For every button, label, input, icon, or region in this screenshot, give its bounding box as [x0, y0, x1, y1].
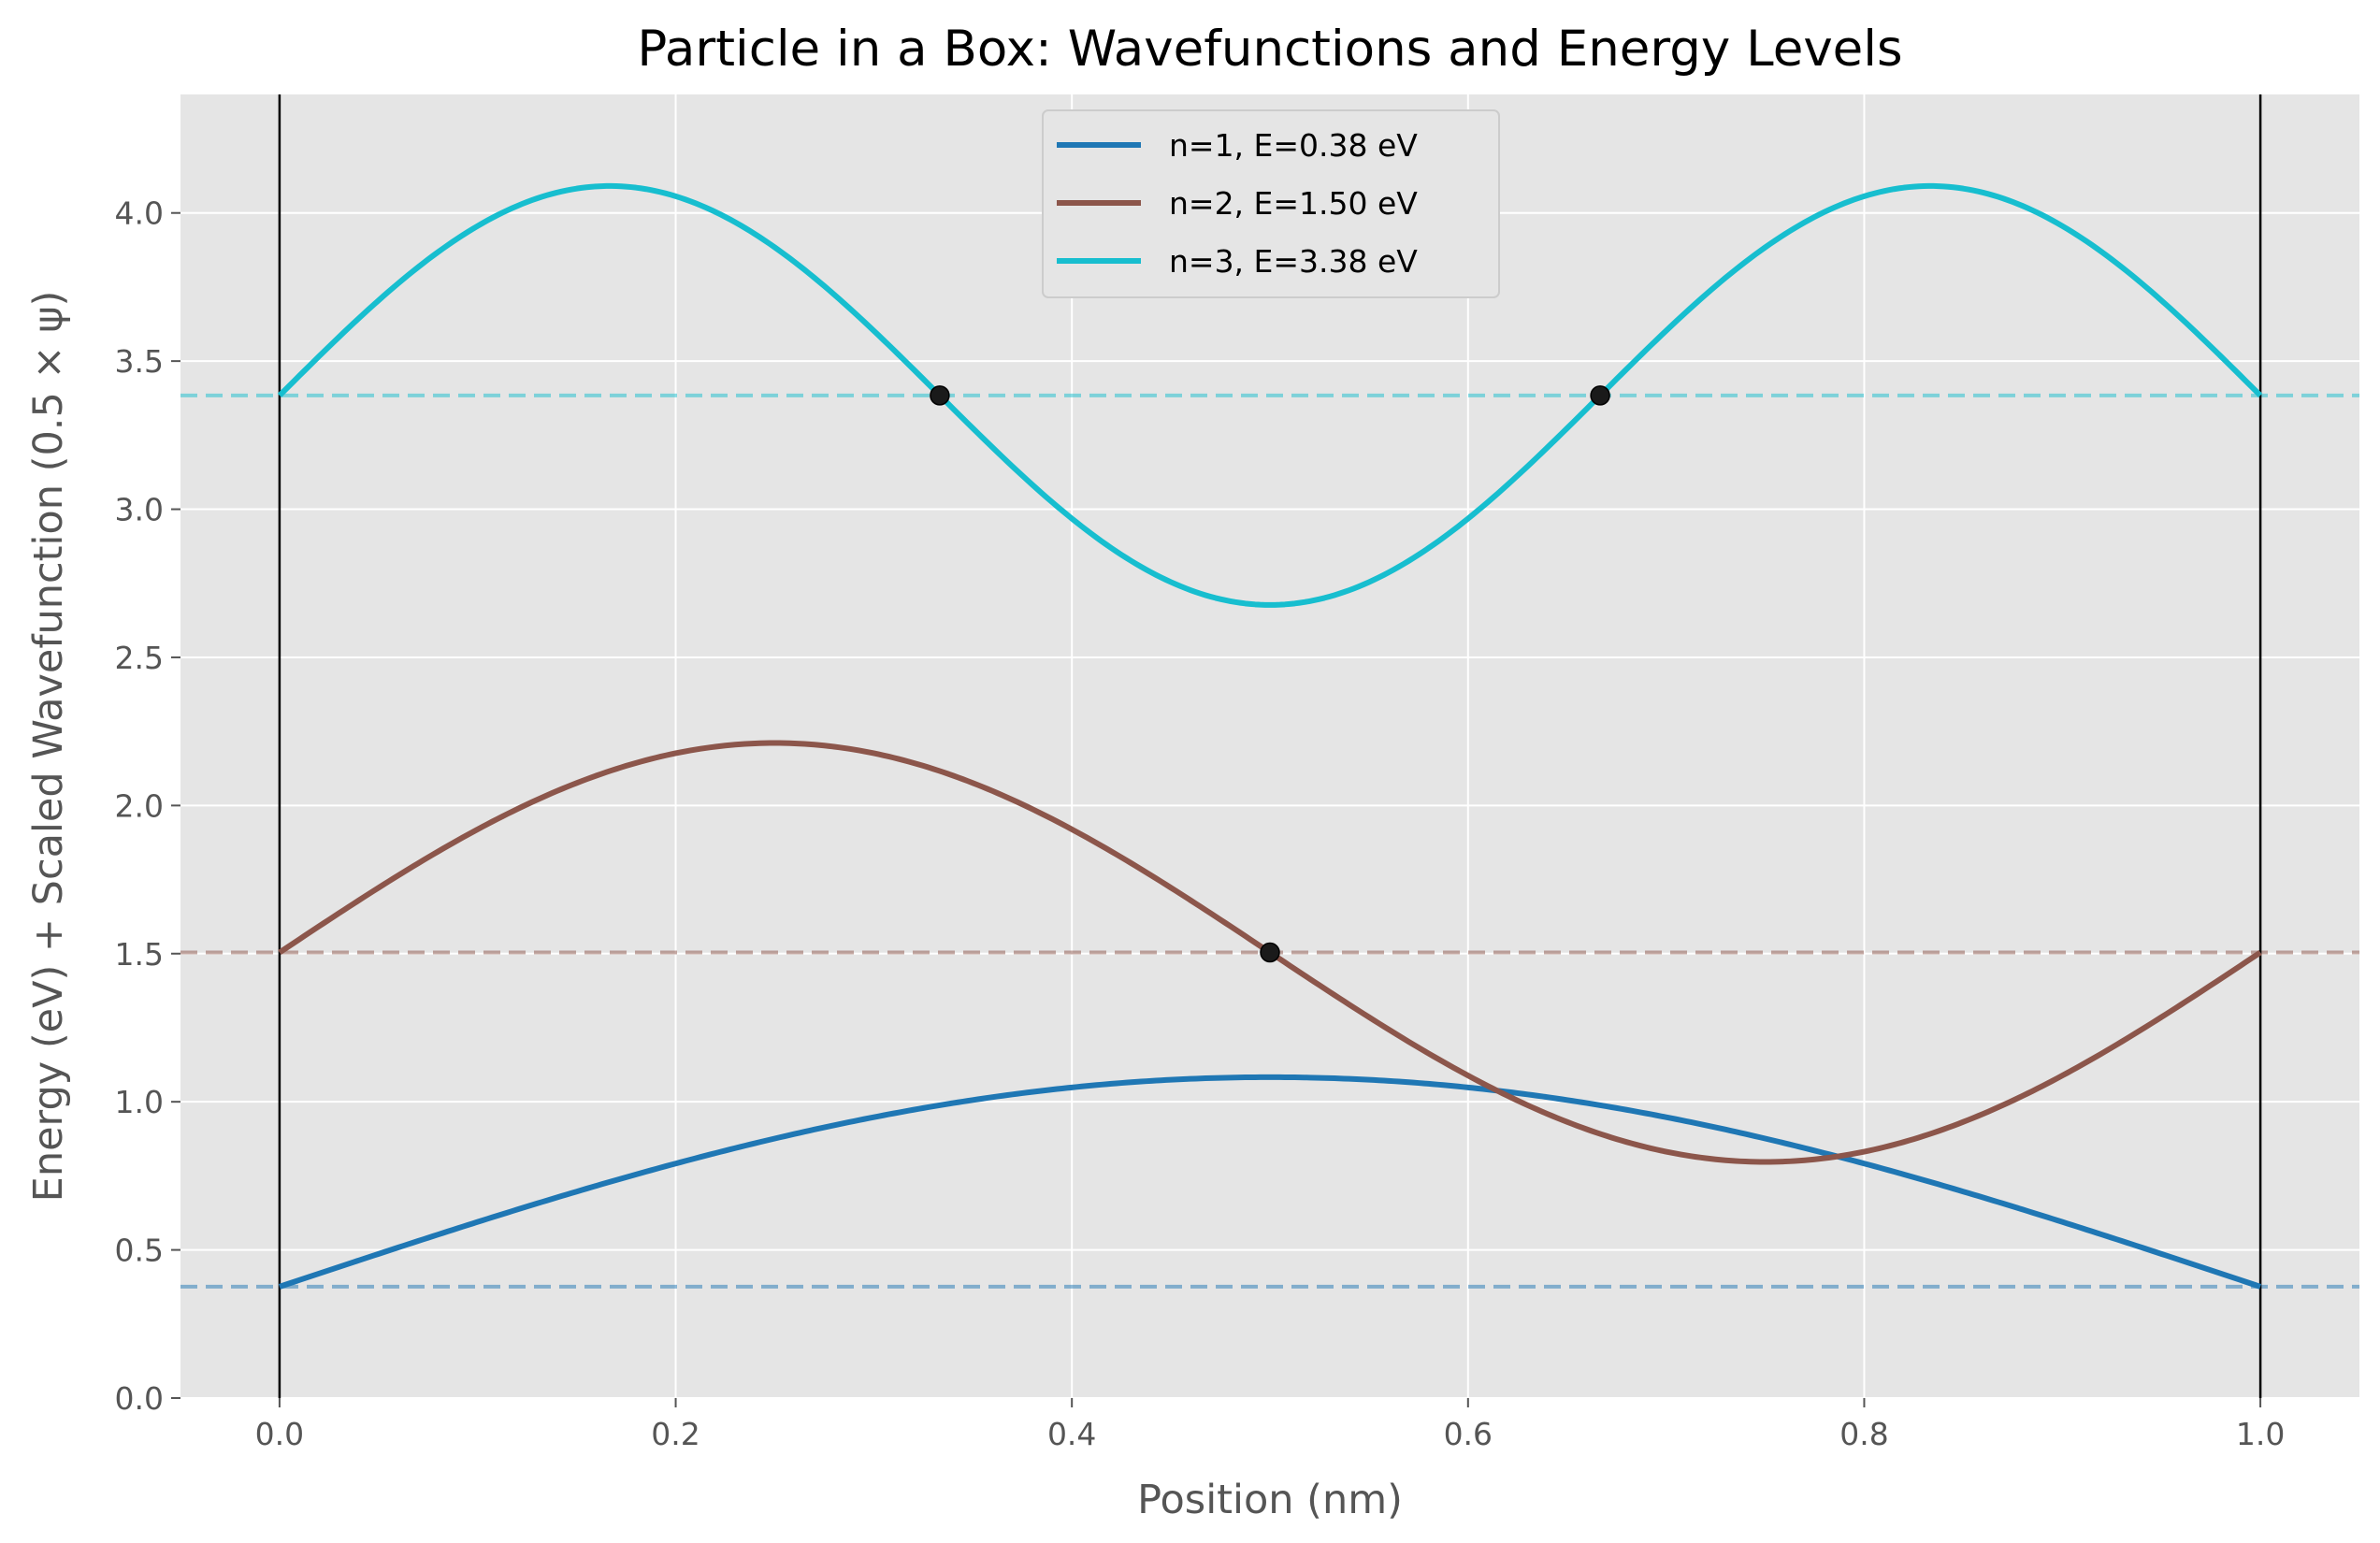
- node-marker: [1260, 942, 1280, 963]
- y-tick-label: 2.5: [115, 640, 164, 676]
- y-tick-label: 3.0: [115, 492, 164, 528]
- node-marker: [930, 385, 950, 406]
- y-axis: 0.0 0.5 1.0 1.5 2.0 2.5 3.0 3.5 4.0: [115, 195, 180, 1417]
- plot-background: [180, 94, 2359, 1398]
- y-tick-label: 0.0: [115, 1380, 164, 1417]
- y-tick-label: 4.0: [115, 195, 164, 232]
- legend-entry: n=3, E=3.38 eV: [1169, 243, 1418, 280]
- legend-entry: n=1, E=0.38 eV: [1169, 127, 1418, 164]
- nodes: [930, 385, 1610, 963]
- box-walls: [278, 94, 2262, 1398]
- y-tick-label: 3.5: [115, 343, 164, 380]
- y-tick-label: 1.5: [115, 936, 164, 973]
- x-tick-label: 1.0: [2236, 1416, 2285, 1452]
- y-tick-label: 0.5: [115, 1233, 164, 1269]
- y-tick-label: 2.0: [115, 787, 164, 824]
- y-axis-label: Energy (eV) + Scaled Wavefunction (0.5 ×…: [25, 291, 72, 1203]
- x-tick-label: 0.2: [651, 1416, 700, 1452]
- legend-entry: n=2, E=1.50 eV: [1169, 185, 1418, 222]
- chart-title: Particle in a Box: Wavefunctions and Ene…: [637, 21, 1902, 78]
- x-axis: 0.0 0.2 0.4 0.6 0.8 1.0: [255, 1398, 2285, 1452]
- wavefunction-curve: [278, 1074, 2262, 1290]
- legend: n=1, E=0.38 eV n=2, E=1.50 eV n=3, E=3.38 …: [1042, 109, 1500, 298]
- x-axis-label: Position (nm): [1137, 1477, 1403, 1523]
- x-tick-label: 0.4: [1047, 1416, 1096, 1452]
- x-tick-label: 0.8: [1839, 1416, 1888, 1452]
- y-tick-label: 1.0: [115, 1084, 164, 1120]
- x-tick-label: 0.6: [1444, 1416, 1493, 1452]
- node-marker: [1590, 385, 1610, 406]
- wavefunction-curve: [277, 182, 2263, 608]
- legend-box: [1042, 109, 1500, 298]
- x-tick-label: 0.0: [255, 1416, 304, 1452]
